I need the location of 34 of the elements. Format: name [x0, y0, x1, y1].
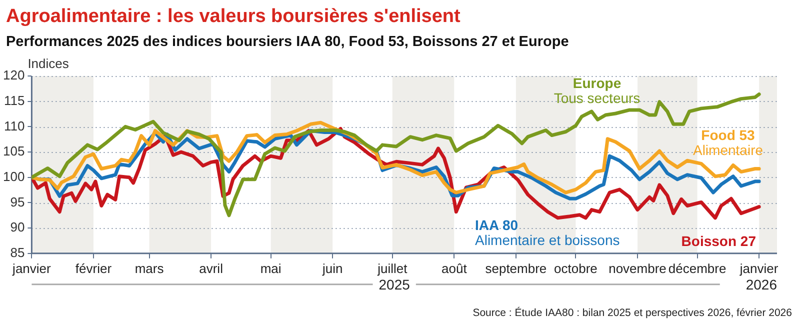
series-label: Europe [572, 75, 622, 91]
x-tick-label: décembre [668, 260, 726, 276]
text: 2025 [378, 276, 410, 292]
x-tick-label: août [442, 260, 468, 276]
text: 2026 [746, 276, 778, 292]
y-tick-label: 95 [10, 194, 25, 210]
y-tick-label: 115 [4, 92, 25, 108]
x-tick-label: novembre [608, 260, 666, 276]
annotation: Tous secteurs [554, 90, 640, 106]
x-tick-label: juillet [376, 260, 408, 276]
x-tick-label: janvier [738, 260, 779, 276]
x-tick-label: septembre [485, 260, 547, 276]
chart-title: Agroalimentaire : les valeurs boursières s'enlisent [6, 6, 460, 28]
x-tick-label: avril [199, 260, 224, 276]
y-tick-label: 85 [10, 244, 25, 260]
x-tick-label: juin [321, 260, 343, 276]
x-tick-label: janvier [12, 260, 52, 276]
y-tick-label: 110 [4, 118, 25, 134]
x-tick-label: octobre [554, 260, 598, 276]
annotation: Alimentaire et boissons [475, 232, 620, 248]
y-tick-label: 100 [2, 168, 25, 184]
series-label: Boisson 27 [681, 233, 756, 249]
chart-subtitle: Performances 2025 des indices boursiers IAA 80, Food 53, Boissons 27 et Europe [6, 34, 569, 50]
series-label: Food 53 [701, 127, 756, 143]
y-axis-title: Indices [28, 56, 70, 71]
x-tick-label: mars [134, 260, 164, 276]
annotation: Alimentaire [692, 142, 764, 158]
y-tick-label: 120 [2, 68, 25, 83]
y-tick-label: 90 [10, 220, 25, 235]
source-note: Source : Étude IAA80 : bilan 2025 et perspectives 2026, février 2026 [472, 307, 792, 319]
y-tick-label: 105 [2, 144, 25, 159]
series-label: IAA 80 [475, 217, 518, 233]
x-tick-label: février [75, 260, 112, 276]
x-tick-label: mai [260, 260, 282, 276]
